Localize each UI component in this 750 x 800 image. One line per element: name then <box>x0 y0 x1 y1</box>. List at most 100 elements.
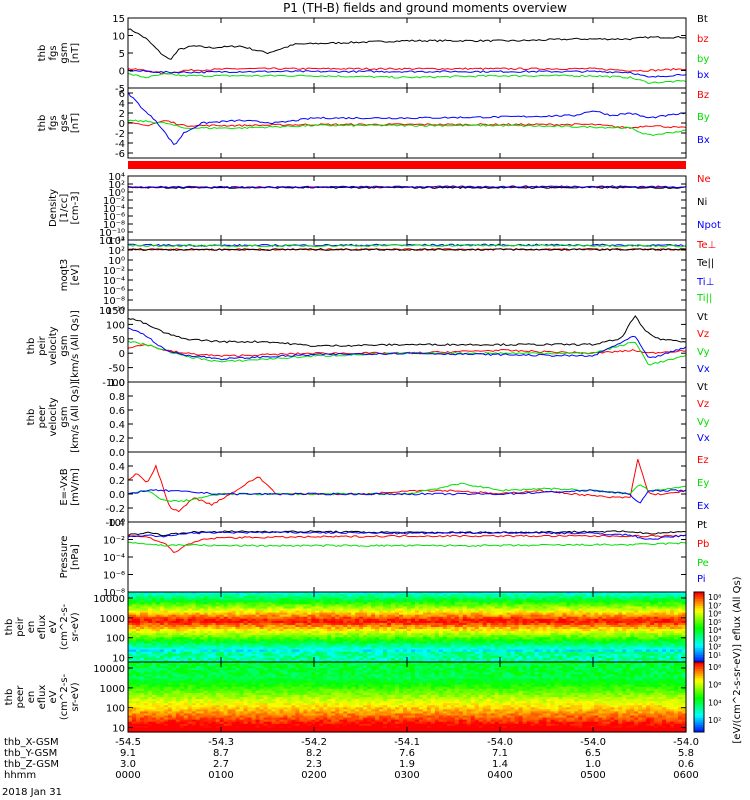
spectrogram-cell <box>391 659 396 663</box>
spectrogram-cell <box>155 641 161 645</box>
spectrogram-cell <box>367 629 372 632</box>
spectrogram-cell <box>426 655 432 659</box>
spectrogram-cell <box>355 624 360 628</box>
spectrogram-cell <box>303 643 308 647</box>
spectrogram-cell <box>343 594 348 597</box>
spectrogram-cell <box>574 641 579 645</box>
spectrogram-cell <box>391 655 396 659</box>
spectrogram-cell <box>171 610 177 614</box>
spectrogram-cell <box>566 600 572 603</box>
spectrogram-cell <box>450 647 456 651</box>
spectrogram-cell <box>331 629 336 632</box>
spectrogram-cell <box>494 624 500 628</box>
spectrogram-cell <box>203 602 209 605</box>
spectrogram-cell <box>311 622 316 626</box>
spectrogram-cell <box>534 622 540 626</box>
spectrogram-cell <box>355 606 360 610</box>
spectrogram-cell <box>542 655 548 659</box>
spectrogram-cell <box>518 641 524 645</box>
spectrogram-cell <box>442 620 448 624</box>
spectrogram-cell <box>323 624 328 628</box>
spectrogram-cell <box>219 618 225 622</box>
spectrogram-cell <box>502 620 508 624</box>
spectrogram-cell <box>391 633 396 636</box>
spectrogram-cell <box>131 653 137 657</box>
spectrogram-cell <box>219 592 225 595</box>
spectrogram-cell <box>311 631 316 634</box>
spectrogram-cell <box>498 655 504 659</box>
spectrogram-cell <box>462 616 468 620</box>
spectrogram-cell <box>514 639 520 643</box>
spectrogram-cell <box>570 641 575 645</box>
spectrogram-cell <box>558 600 564 603</box>
spectrogram-cell <box>175 637 181 640</box>
spectrogram-cell <box>379 629 384 632</box>
spectrogram-cell <box>478 647 484 651</box>
spectrogram-cell <box>171 645 177 649</box>
spectrogram-cell <box>171 631 177 634</box>
spectrogram-cell <box>247 651 253 655</box>
spectrogram-cell <box>247 602 253 605</box>
spectrogram-cell <box>143 610 149 614</box>
spectrogram-cell <box>359 594 364 597</box>
spectrogram-cell <box>403 657 408 661</box>
spectrogram-cell <box>363 600 368 603</box>
spectrogram-cell <box>359 637 364 640</box>
spectrogram-cell <box>614 602 619 605</box>
spectrogram-cell <box>426 596 432 599</box>
spectrogram-cell <box>299 641 304 645</box>
spectrogram-cell <box>594 594 599 597</box>
spectrogram-cell <box>351 631 356 634</box>
spectrogram-cell <box>614 639 619 643</box>
spectrogram-cell <box>175 596 181 599</box>
spectrogram-cell <box>187 610 193 614</box>
spectrogram-cell <box>375 598 380 601</box>
spectrogram-cell <box>410 659 416 663</box>
spectrogram-cell <box>510 647 516 651</box>
spectrogram-cell <box>578 647 583 651</box>
spectrogram-cell <box>558 655 564 659</box>
spectrogram-cell <box>195 643 201 647</box>
spectrogram-cell <box>259 647 265 651</box>
ytick-label: 4 <box>119 99 125 110</box>
spectrogram-cell <box>191 596 197 599</box>
spectrogram-cell <box>371 651 376 655</box>
spectrogram-cell <box>418 602 424 605</box>
ylabel-line: velocity <box>48 326 59 365</box>
spectrogram-cell <box>179 614 185 618</box>
spectrogram-cell <box>167 655 173 659</box>
spectrogram-cell <box>534 647 540 651</box>
spectrogram-cell <box>143 594 149 597</box>
spectrogram-cell <box>462 608 468 612</box>
spectrogram-cell <box>562 637 568 640</box>
spectrogram-cell <box>183 633 189 636</box>
spectrogram-cell <box>159 651 165 655</box>
spectrogram-cell <box>171 639 177 643</box>
spectrogram-cell <box>331 631 336 634</box>
spectrogram-cell <box>482 641 488 645</box>
spectrogram-cell <box>243 641 249 645</box>
ytick-label: -0.2 <box>105 504 125 515</box>
spectrogram-cell <box>283 645 289 649</box>
spectrogram-cell <box>319 643 324 647</box>
spectrogram-cell <box>199 624 205 628</box>
spectrogram-cell <box>562 639 568 643</box>
spectrogram-cell <box>554 639 560 643</box>
spectrogram-cell <box>578 651 583 655</box>
spectrogram-cell <box>291 604 296 608</box>
spectrogram-cell <box>335 653 340 657</box>
spectrogram-cell <box>231 620 237 624</box>
spectrogram-cell <box>387 620 392 624</box>
spectrogram-cell <box>128 643 133 647</box>
spectrogram-cell <box>422 635 428 638</box>
spectrogram-cell <box>139 594 145 597</box>
spectrogram-cell <box>259 641 265 645</box>
spectrogram-cell <box>175 645 181 649</box>
spectrogram-cell <box>418 649 424 653</box>
spectrogram-cell <box>135 655 141 659</box>
spectrogram-cell <box>478 608 484 612</box>
spectrogram-cell <box>319 622 324 626</box>
spectrogram-cell <box>474 657 480 661</box>
spectrogram-cell <box>307 645 312 649</box>
spectrogram-cell <box>490 651 496 655</box>
